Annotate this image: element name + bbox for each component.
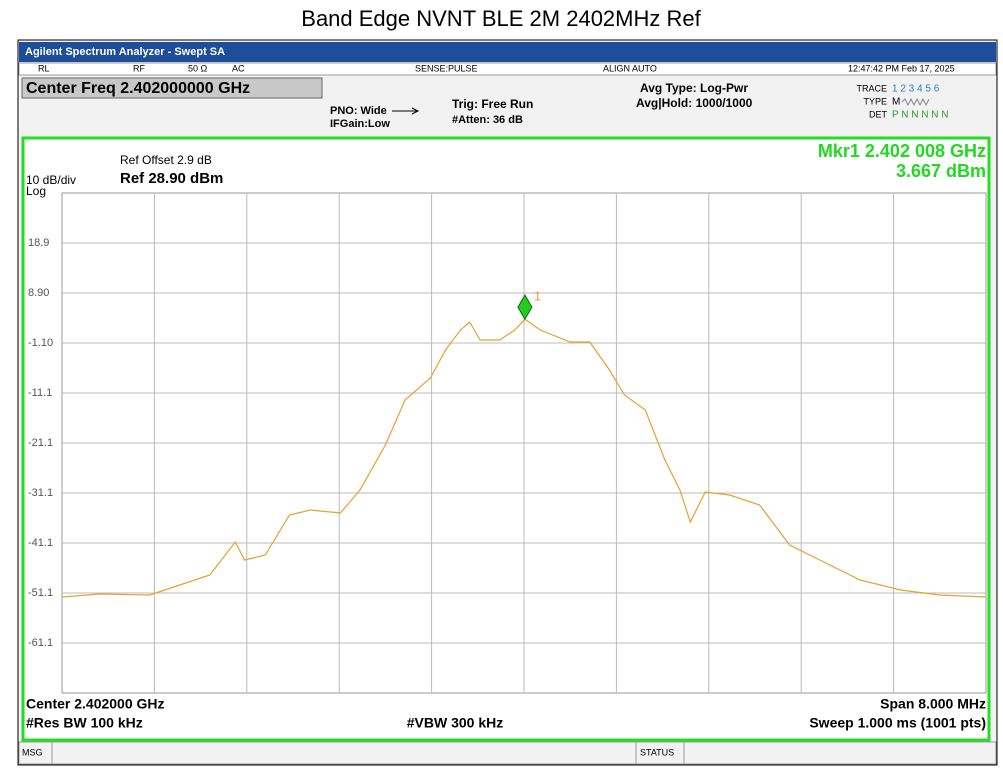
- y-tick-label: -61.1: [28, 637, 53, 649]
- type-wave: [901, 97, 930, 107]
- y-tick-label: -1.10: [28, 337, 53, 349]
- sweep: Sweep 1.000 ms (1001 pts): [809, 715, 986, 731]
- trace: [61, 318, 987, 598]
- y-tick-label: -11.1: [28, 387, 52, 399]
- trace-label: TRACE: [856, 83, 887, 93]
- center-freq-box[interactable]: [21, 77, 323, 99]
- atten: #Atten: 36 dB: [452, 114, 523, 126]
- type-value: M: [892, 97, 900, 108]
- vbw: #VBW 300 kHz: [407, 715, 503, 731]
- center: Center 2.402000 GHz: [26, 696, 165, 712]
- pno: PNO: Wide: [330, 105, 387, 117]
- det-label: DET: [869, 109, 888, 119]
- y-tick-label: -51.1: [28, 587, 53, 599]
- y-tick-label: 18.9: [28, 237, 49, 249]
- plot-frame: [21, 136, 991, 742]
- span: Span 8.000 MHz: [880, 696, 986, 712]
- y-tick-label: -21.1: [28, 437, 53, 449]
- log-label: Log: [26, 184, 46, 198]
- ref-offset: Ref Offset 2.9 dB: [120, 153, 212, 167]
- marker-label: 1: [534, 289, 541, 304]
- y-tick-label: 8.90: [28, 287, 49, 299]
- status-row: [18, 62, 997, 76]
- avg-type: Avg Type: Log-Pwr: [640, 81, 748, 95]
- scale: 10 dB/div: [26, 173, 76, 187]
- res-bw: #Res BW 100 kHz: [26, 715, 143, 731]
- status-item: AC: [232, 63, 245, 73]
- ifgain: IFGain:Low: [330, 118, 390, 130]
- status-item: 50 Ω: [188, 63, 208, 73]
- marker: [517, 294, 533, 321]
- center-freq: Center Freq 2.402000000 GHz: [26, 80, 250, 97]
- status-item: ALIGN AUTO: [603, 63, 657, 73]
- msg-bar: [18, 741, 997, 765]
- title-bar: [19, 42, 996, 62]
- det-value: P N N N N N: [892, 110, 949, 121]
- status: STATUS: [640, 747, 674, 757]
- page-title: Band Edge NVNT BLE 2M 2402MHz Ref: [301, 6, 701, 31]
- arrow: [392, 107, 420, 115]
- marker-level: 3.667 dBm: [896, 161, 986, 181]
- status-item: SENSE:PULSE: [415, 63, 478, 73]
- trig: Trig: Free Run: [452, 97, 533, 111]
- y-tick-label: -41.1: [28, 537, 53, 549]
- marker-freq: Mkr1 2.402 008 GHz: [818, 141, 986, 161]
- status-item: 12:47:42 PM Feb 17, 2025: [848, 63, 955, 73]
- status-item: RF: [133, 63, 145, 73]
- avg-hold: Avg|Hold: 1000/1000: [636, 96, 753, 110]
- app-title: Agilent Spectrum Analyzer - Swept SA: [25, 46, 225, 58]
- ref-level: Ref 28.90 dBm: [120, 170, 223, 187]
- msg: MSG: [22, 747, 43, 757]
- status-item: RL: [38, 63, 50, 73]
- type-label: TYPE: [863, 96, 887, 106]
- trace-nums: 1 2 3 4 5 6: [892, 84, 940, 95]
- y-tick-label: -31.1: [28, 487, 53, 499]
